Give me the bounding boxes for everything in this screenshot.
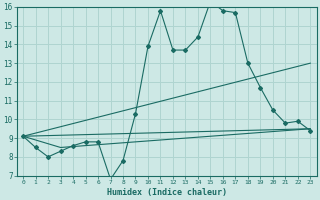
X-axis label: Humidex (Indice chaleur): Humidex (Indice chaleur): [107, 188, 227, 197]
